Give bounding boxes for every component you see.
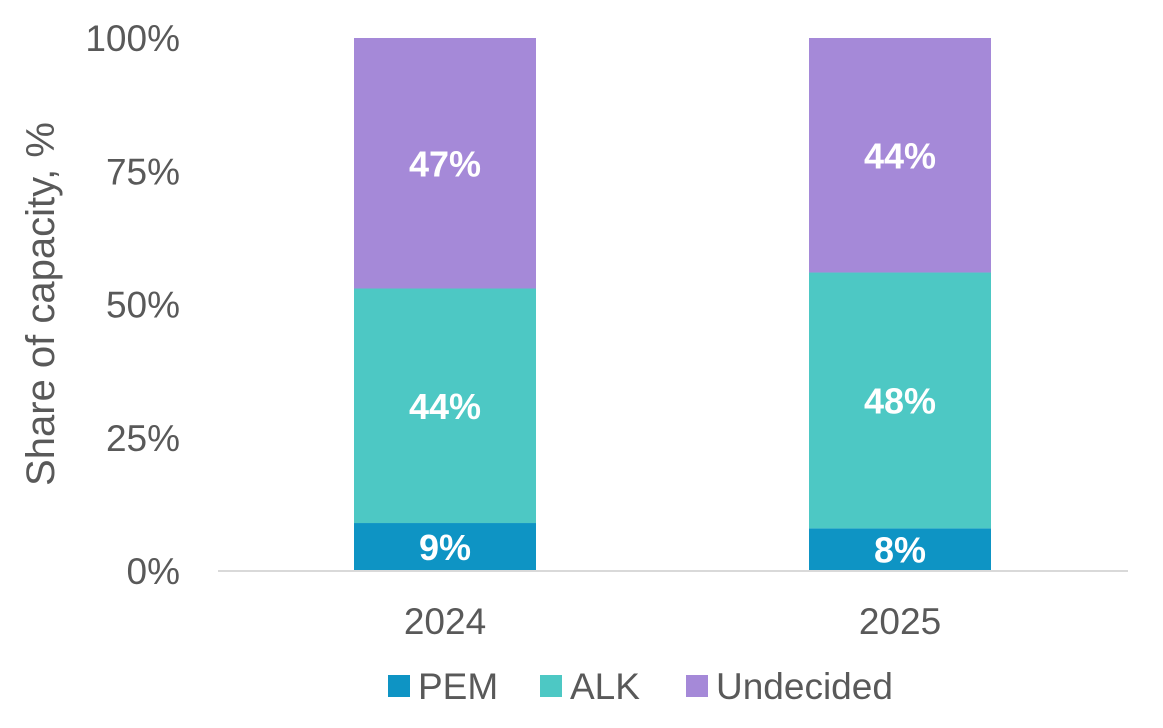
y-axis-title: Share of capacity, % bbox=[19, 122, 63, 486]
y-tick-label: 0% bbox=[127, 551, 180, 592]
legend-label-undecided: Undecided bbox=[716, 666, 893, 707]
x-tick-label: 2025 bbox=[859, 601, 941, 642]
legend-swatch-alk bbox=[540, 675, 562, 697]
legend-label-alk: ALK bbox=[570, 666, 640, 707]
y-tick-label: 75% bbox=[106, 151, 180, 192]
bars: 9% 44% 47% 8% 48% 44% bbox=[354, 38, 991, 571]
data-label-alk-2024: 44% bbox=[409, 386, 481, 427]
bar-segment-alk-2024 bbox=[354, 288, 536, 524]
data-label-pem-2024: 9% bbox=[419, 527, 471, 568]
x-tick-label: 2024 bbox=[404, 601, 486, 642]
bar-segment-undecided-2024 bbox=[354, 38, 536, 289]
data-label-alk-2025: 48% bbox=[864, 380, 936, 421]
bar-segment-undecided-2025 bbox=[809, 38, 991, 273]
data-label-undecided-2025: 44% bbox=[864, 135, 936, 176]
y-tick-label: 50% bbox=[106, 285, 180, 326]
data-label-pem-2025: 8% bbox=[874, 530, 926, 571]
bar-segment-alk-2025 bbox=[809, 272, 991, 529]
legend-swatch-undecided bbox=[686, 675, 708, 697]
data-label-undecided-2024: 47% bbox=[409, 143, 481, 184]
bar-segment-pem-2024 bbox=[354, 523, 536, 571]
legend-label-pem: PEM bbox=[418, 666, 498, 707]
legend-swatch-pem bbox=[388, 675, 410, 697]
bar-segment-pem-2025 bbox=[809, 528, 991, 571]
x-tick-labels: 2024 2025 bbox=[404, 601, 941, 642]
legend: PEM ALK Undecided bbox=[388, 666, 893, 707]
y-tick-label: 100% bbox=[85, 18, 180, 59]
y-tick-labels: 0% 25% 50% 75% 100% bbox=[85, 18, 180, 592]
y-tick-label: 25% bbox=[106, 418, 180, 459]
